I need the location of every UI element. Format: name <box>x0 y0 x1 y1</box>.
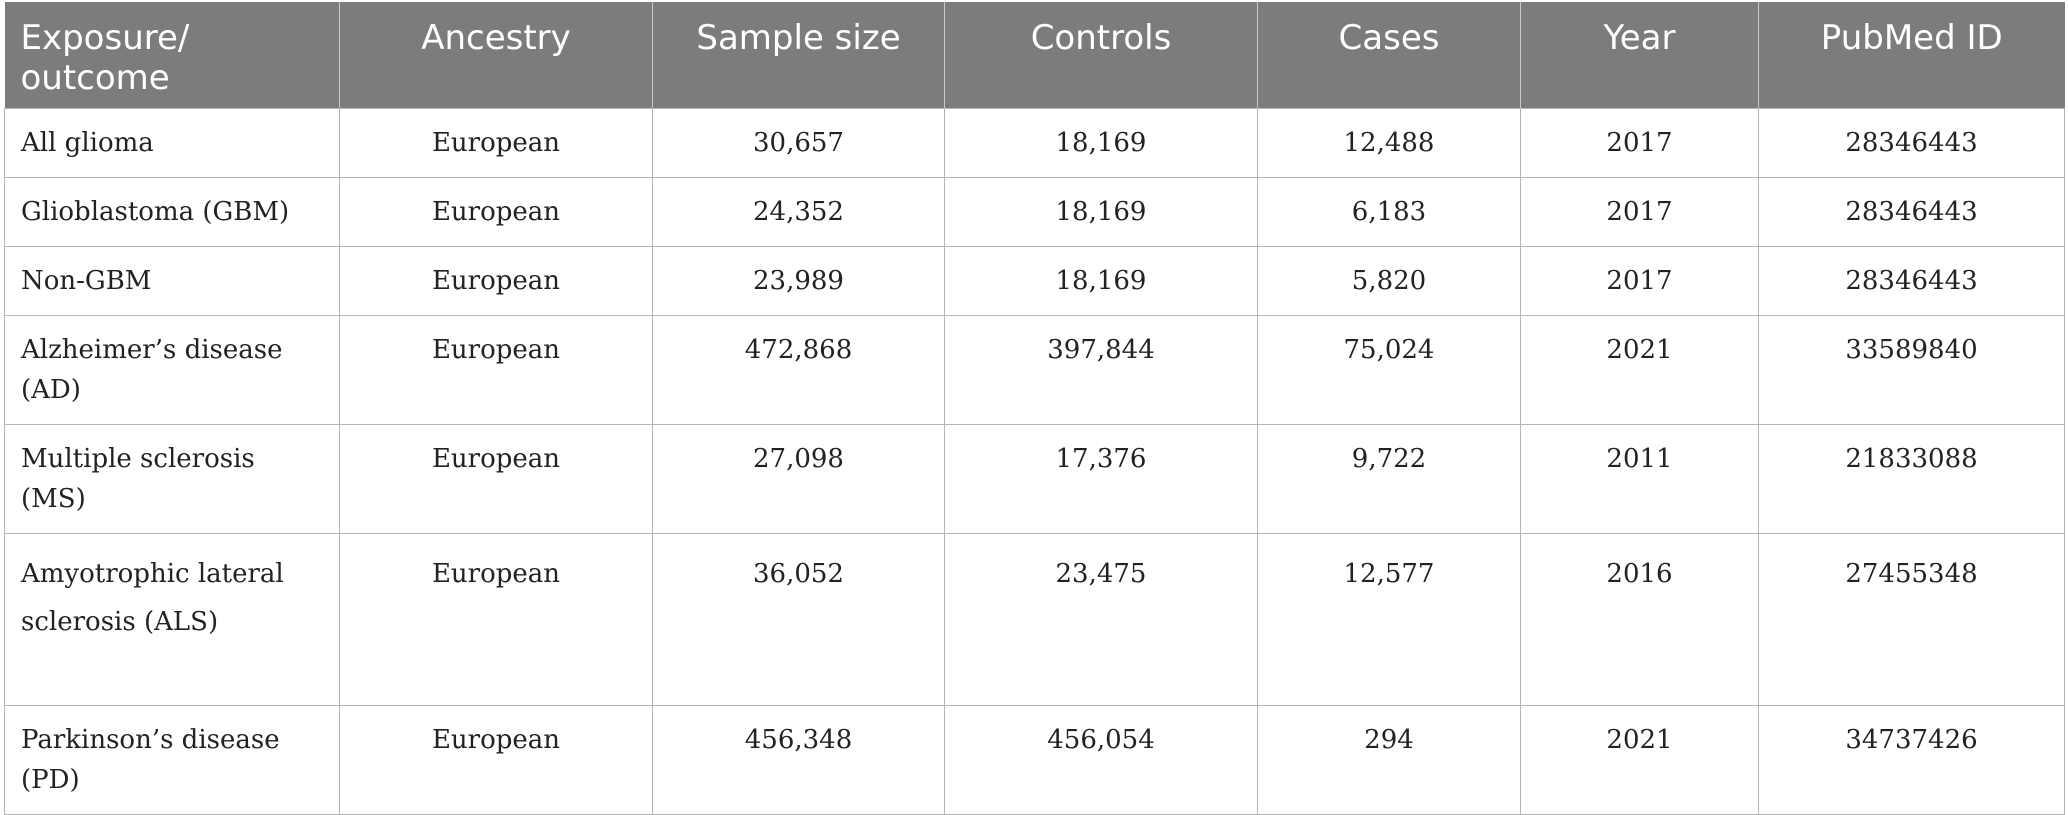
header-pubmed-id: PubMed ID <box>1758 2 2065 109</box>
data-table: Exposure/ outcome Ancestry Sample size C… <box>4 2 2065 815</box>
cell-pubmed-id: 28346443 <box>1758 246 2065 316</box>
cell-pubmed-id: 27455348 <box>1758 533 2065 706</box>
cell-exposure-outcome: Amyotrophic lateral sclerosis (ALS) <box>4 533 340 706</box>
header-row: Exposure/ outcome Ancestry Sample size C… <box>4 2 2065 109</box>
header-sample-size: Sample size <box>652 2 945 109</box>
table-row: Alzheimer’s disease (AD) European 472,86… <box>4 315 2065 425</box>
header-cases: Cases <box>1257 2 1521 109</box>
cell-sample-size: 36,052 <box>652 533 945 706</box>
cell-exposure-outcome: Parkinson’s disease (PD) <box>4 705 340 815</box>
cell-cases: 12,488 <box>1257 108 1521 178</box>
cell-exposure-outcome: Alzheimer’s disease (AD) <box>4 315 340 425</box>
cell-sample-size: 23,989 <box>652 246 945 316</box>
header-exposure-outcome: Exposure/ outcome <box>4 2 340 109</box>
cell-year: 2011 <box>1520 424 1759 534</box>
cell-ancestry: European <box>339 424 653 534</box>
cell-cases: 9,722 <box>1257 424 1521 534</box>
table-row: All glioma European 30,657 18,169 12,488… <box>4 108 2065 178</box>
cell-cases: 6,183 <box>1257 177 1521 247</box>
cell-controls: 18,169 <box>944 177 1258 247</box>
header-ancestry: Ancestry <box>339 2 653 109</box>
cell-pubmed-id: 28346443 <box>1758 108 2065 178</box>
cell-ancestry: European <box>339 533 653 706</box>
cell-sample-size: 456,348 <box>652 705 945 815</box>
cell-sample-size: 472,868 <box>652 315 945 425</box>
cell-exposure-outcome: All glioma <box>4 108 340 178</box>
cell-ancestry: European <box>339 177 653 247</box>
cell-year: 2017 <box>1520 177 1759 247</box>
header-controls: Controls <box>944 2 1258 109</box>
cell-year: 2017 <box>1520 108 1759 178</box>
cell-pubmed-id: 33589840 <box>1758 315 2065 425</box>
cell-controls: 17,376 <box>944 424 1258 534</box>
cell-controls: 18,169 <box>944 246 1258 316</box>
table-row: Amyotrophic lateral sclerosis (ALS) Euro… <box>4 533 2065 706</box>
cell-exposure-outcome: Multiple sclerosis (MS) <box>4 424 340 534</box>
table-row: Multiple sclerosis (MS) European 27,098 … <box>4 424 2065 534</box>
cell-controls: 23,475 <box>944 533 1258 706</box>
cell-controls: 397,844 <box>944 315 1258 425</box>
cell-cases: 12,577 <box>1257 533 1521 706</box>
cell-exposure-outcome: Non-GBM <box>4 246 340 316</box>
cell-year: 2021 <box>1520 315 1759 425</box>
cell-cases: 75,024 <box>1257 315 1521 425</box>
table-row: Parkinson’s disease (PD) European 456,34… <box>4 705 2065 815</box>
cell-ancestry: European <box>339 246 653 316</box>
cell-ancestry: European <box>339 315 653 425</box>
cell-pubmed-id: 34737426 <box>1758 705 2065 815</box>
header-year: Year <box>1520 2 1759 109</box>
cell-sample-size: 30,657 <box>652 108 945 178</box>
cell-pubmed-id: 21833088 <box>1758 424 2065 534</box>
cell-sample-size: 24,352 <box>652 177 945 247</box>
cell-cases: 294 <box>1257 705 1521 815</box>
cell-exposure-outcome: Glioblastoma (GBM) <box>4 177 340 247</box>
table-row: Non-GBM European 23,989 18,169 5,820 201… <box>4 246 2065 316</box>
cell-ancestry: European <box>339 108 653 178</box>
cell-controls: 18,169 <box>944 108 1258 178</box>
cell-year: 2021 <box>1520 705 1759 815</box>
cell-sample-size: 27,098 <box>652 424 945 534</box>
cell-ancestry: European <box>339 705 653 815</box>
cell-controls: 456,054 <box>944 705 1258 815</box>
cell-year: 2017 <box>1520 246 1759 316</box>
table-row: Glioblastoma (GBM) European 24,352 18,16… <box>4 177 2065 247</box>
cell-cases: 5,820 <box>1257 246 1521 316</box>
cell-year: 2016 <box>1520 533 1759 706</box>
cell-pubmed-id: 28346443 <box>1758 177 2065 247</box>
